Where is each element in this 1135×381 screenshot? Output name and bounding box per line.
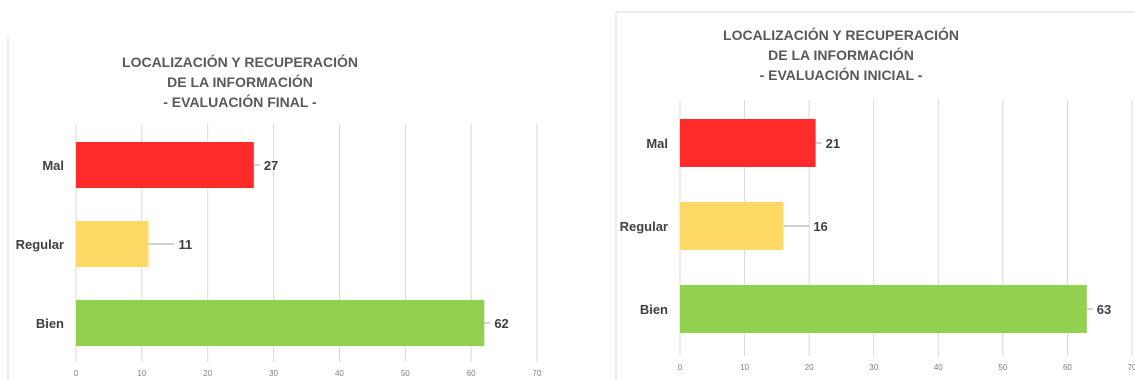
data-label: 16 <box>813 219 827 234</box>
x-tick-label: 20 <box>203 369 212 378</box>
bar-bien <box>76 300 485 346</box>
chart-title-line: LOCALIZACIÓN Y RECUPERACIÓN <box>122 53 358 70</box>
x-tick-label: 20 <box>805 363 814 372</box>
bar-bien <box>680 285 1087 333</box>
chart-final-canvas: LOCALIZACIÓN Y RECUPERACIÓN DE LA INFORMA… <box>7 38 542 381</box>
x-tick-label: 0 <box>74 369 79 378</box>
x-tick-label: 10 <box>137 369 146 378</box>
data-label: 21 <box>826 136 840 151</box>
x-tick-label: 10 <box>740 363 749 372</box>
x-tick-label: 40 <box>335 369 344 378</box>
x-tick-label: 70 <box>1128 363 1135 372</box>
x-tick-label: 0 <box>678 363 683 372</box>
x-tick-label: 30 <box>269 369 278 378</box>
category-label: Bien <box>36 316 64 331</box>
x-tick-label: 70 <box>533 369 542 378</box>
category-label: Regular <box>16 237 64 252</box>
chart-title-line: - EVALUACIÓN FINAL - <box>163 93 317 110</box>
data-label: 63 <box>1097 302 1111 317</box>
x-tick-label: 40 <box>934 363 943 372</box>
chart-inicial-canvas: LOCALIZACIÓN Y RECUPERACIÓN DE LA INFORMA… <box>615 11 1135 381</box>
category-label: Mal <box>646 136 668 151</box>
chart-evaluacion-inicial: LOCALIZACIÓN Y RECUPERACIÓN DE LA INFORMA… <box>600 0 1135 381</box>
data-label: 27 <box>264 158 278 173</box>
chart-title-line: LOCALIZACIÓN Y RECUPERACIÓN <box>723 26 959 43</box>
category-label: Bien <box>640 302 668 317</box>
x-tick-label: 60 <box>1063 363 1072 372</box>
chart-evaluacion-final: LOCALIZACIÓN Y RECUPERACIÓN DE LA INFORMA… <box>0 0 560 381</box>
category-label: Regular <box>620 219 668 234</box>
x-tick-label: 50 <box>998 363 1007 372</box>
chart-title-line: DE LA INFORMACIÓN <box>768 46 914 63</box>
chart-title-line: - EVALUACIÓN INICIAL - <box>760 66 923 83</box>
data-label: 11 <box>178 237 192 252</box>
bar-mal <box>680 119 816 167</box>
data-label: 62 <box>494 316 508 331</box>
bar-regular <box>76 221 149 267</box>
category-label: Mal <box>42 158 64 173</box>
bar-regular <box>680 202 784 250</box>
x-tick-label: 30 <box>869 363 878 372</box>
x-tick-label: 60 <box>467 369 476 378</box>
chart-title-line: DE LA INFORMACIÓN <box>167 73 313 90</box>
bar-mal <box>76 142 254 188</box>
x-tick-label: 50 <box>401 369 410 378</box>
